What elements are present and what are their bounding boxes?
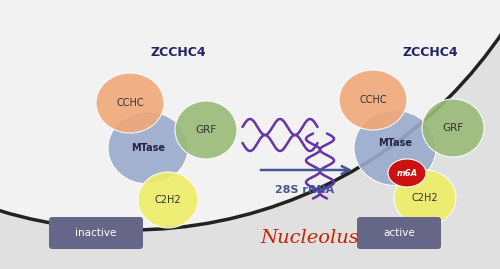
Text: m6A: m6A bbox=[396, 168, 417, 178]
Text: GRF: GRF bbox=[196, 125, 216, 135]
Text: ZCCHC4: ZCCHC4 bbox=[402, 47, 458, 59]
Text: active: active bbox=[383, 228, 415, 238]
Text: 28S rRNA: 28S rRNA bbox=[276, 185, 334, 195]
Text: GRF: GRF bbox=[442, 123, 464, 133]
Ellipse shape bbox=[108, 112, 188, 184]
Text: Nucleolus: Nucleolus bbox=[260, 229, 360, 247]
Text: MTase: MTase bbox=[131, 143, 165, 153]
Ellipse shape bbox=[138, 172, 198, 228]
Text: C2H2: C2H2 bbox=[154, 195, 182, 205]
Text: CCHC: CCHC bbox=[116, 98, 144, 108]
FancyBboxPatch shape bbox=[357, 217, 441, 249]
Text: MTase: MTase bbox=[378, 138, 412, 148]
Ellipse shape bbox=[422, 99, 484, 157]
Ellipse shape bbox=[96, 73, 164, 133]
Ellipse shape bbox=[175, 101, 237, 159]
Text: inactive: inactive bbox=[76, 228, 116, 238]
Ellipse shape bbox=[339, 70, 407, 130]
Text: CCHC: CCHC bbox=[359, 95, 387, 105]
Ellipse shape bbox=[0, 0, 500, 230]
Ellipse shape bbox=[394, 170, 456, 226]
FancyBboxPatch shape bbox=[49, 217, 143, 249]
Ellipse shape bbox=[388, 159, 426, 187]
Text: ZCCHC4: ZCCHC4 bbox=[150, 47, 206, 59]
FancyArrowPatch shape bbox=[261, 166, 350, 174]
Text: C2H2: C2H2 bbox=[412, 193, 438, 203]
Ellipse shape bbox=[354, 111, 436, 186]
